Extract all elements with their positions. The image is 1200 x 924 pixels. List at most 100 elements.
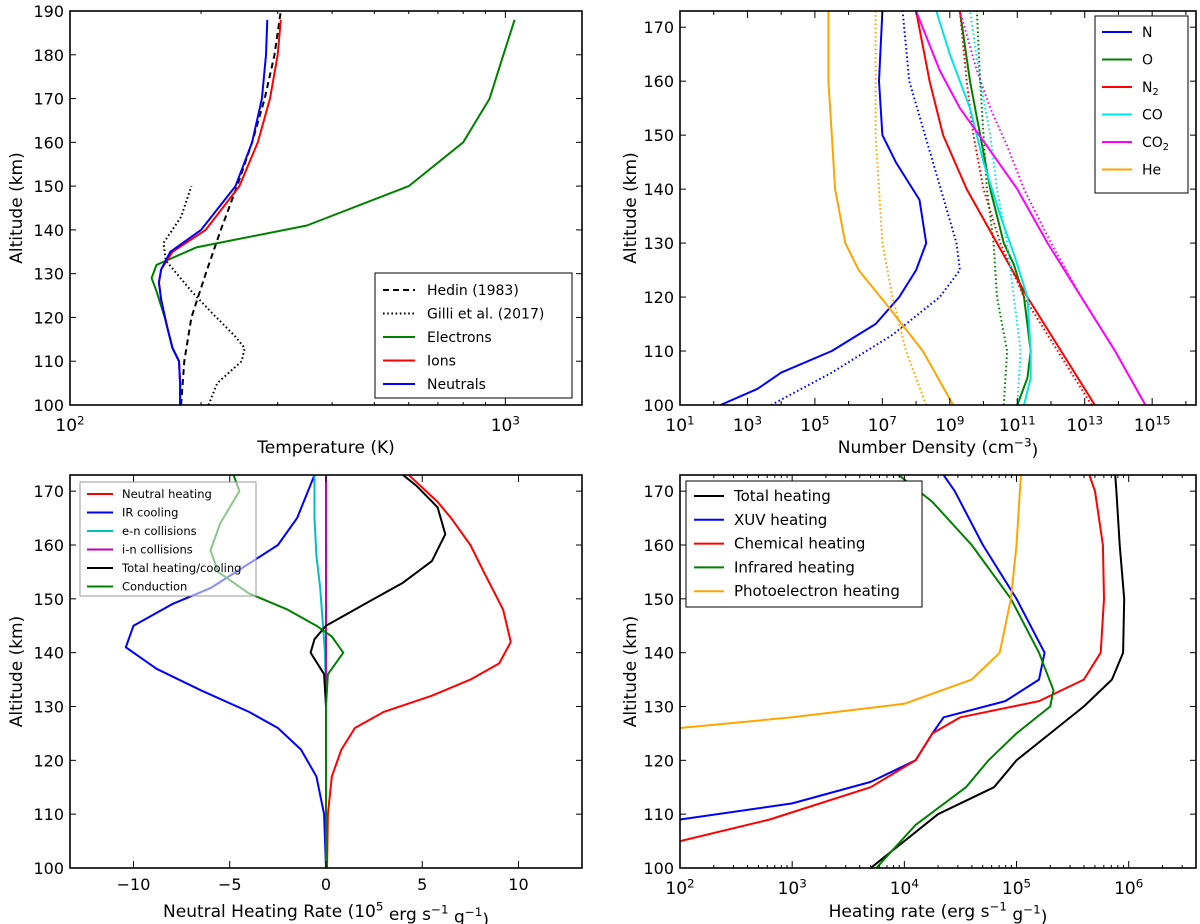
x-tick-label: 105 bbox=[800, 413, 829, 436]
y-tick-label: 180 bbox=[33, 46, 64, 65]
y-tick-label: 110 bbox=[33, 805, 64, 824]
series-line bbox=[958, 11, 1147, 405]
y-tick-label: 140 bbox=[643, 644, 674, 663]
x-tick-label: 1013 bbox=[1066, 413, 1103, 436]
x-tick-label: 101 bbox=[665, 413, 694, 436]
y-tick-label: 190 bbox=[33, 2, 64, 21]
y-axis-label: Altitude (km) bbox=[621, 152, 641, 264]
series-line bbox=[680, 475, 1046, 821]
series-line bbox=[915, 11, 1096, 405]
series-line bbox=[958, 11, 1093, 405]
y-tick-label: 120 bbox=[643, 751, 674, 770]
legend-label: Neutral heating bbox=[122, 487, 212, 501]
y-tick-label: 140 bbox=[33, 644, 64, 663]
y-tick-label: 160 bbox=[33, 133, 64, 152]
legend-label: Photoelectron heating bbox=[734, 582, 900, 600]
series-group bbox=[680, 475, 1126, 868]
y-tick-label: 120 bbox=[33, 751, 64, 770]
legend-label: XUV heating bbox=[734, 511, 827, 529]
legend-label: CO2 bbox=[1142, 135, 1169, 153]
legend-label: He bbox=[1142, 163, 1161, 179]
y-tick-label: 160 bbox=[33, 536, 64, 555]
series-line bbox=[157, 19, 269, 405]
series-line bbox=[975, 11, 1009, 405]
x-tick-label: 105 bbox=[1002, 876, 1031, 899]
y-tick-label: 170 bbox=[643, 482, 674, 501]
y-tick-label: 150 bbox=[33, 177, 64, 196]
y-tick-label: 150 bbox=[643, 126, 674, 145]
y-tick-label: 150 bbox=[643, 590, 674, 609]
y-tick-label: 120 bbox=[643, 288, 674, 307]
x-tick-label: 103 bbox=[733, 413, 762, 436]
series-line bbox=[180, 11, 282, 405]
y-tick-label: 100 bbox=[33, 859, 64, 878]
legend-label: Ions bbox=[427, 354, 456, 370]
series-line bbox=[124, 475, 327, 868]
series-line bbox=[680, 475, 1022, 729]
y-tick-label: 130 bbox=[33, 697, 64, 716]
legend-label: Total heating bbox=[733, 487, 831, 505]
x-tick-label: −10 bbox=[117, 875, 151, 894]
y-tick-label: 160 bbox=[643, 536, 674, 555]
series-line bbox=[157, 19, 282, 405]
legend-label: Electrons bbox=[427, 330, 492, 346]
legend-frame bbox=[1094, 15, 1189, 194]
legend-label: CO bbox=[1142, 108, 1163, 124]
legend-label: e-n collisions bbox=[122, 524, 197, 538]
series-line bbox=[969, 11, 1022, 405]
y-tick-label: 130 bbox=[33, 265, 64, 284]
y-tick-label: 160 bbox=[643, 72, 674, 91]
y-tick-label: 100 bbox=[643, 396, 674, 415]
y-axis-label: Altitude (km) bbox=[7, 152, 27, 264]
x-axis-label: Heating rate (erg s−1 g−1) bbox=[829, 899, 1048, 924]
y-tick-label: 140 bbox=[643, 180, 674, 199]
x-tick-label: 103 bbox=[778, 876, 807, 899]
legend-label: i-n collisions bbox=[122, 543, 193, 557]
x-tick-label: −5 bbox=[218, 875, 242, 894]
y-tick-label: 130 bbox=[643, 697, 674, 716]
y-tick-label: 100 bbox=[33, 396, 64, 415]
legend-label: N2 bbox=[1142, 80, 1159, 98]
x-tick-label: 102 bbox=[55, 413, 84, 436]
legend-label: O bbox=[1142, 53, 1153, 69]
legend-frame bbox=[374, 272, 573, 399]
x-tick-label: 107 bbox=[868, 413, 897, 436]
y-tick-label: 140 bbox=[33, 221, 64, 240]
legend-label: Neutrals bbox=[427, 377, 486, 393]
x-axis-label: Number Density (cm−3) bbox=[838, 435, 1038, 460]
series-line bbox=[326, 475, 512, 868]
y-axis-label: Altitude (km) bbox=[7, 616, 27, 728]
x-tick-label: 10 bbox=[508, 875, 528, 894]
y-tick-label: 110 bbox=[643, 805, 674, 824]
plot-frame bbox=[679, 10, 1197, 406]
x-tick-label: 0 bbox=[321, 875, 331, 894]
series-group bbox=[720, 11, 1147, 405]
chart-number-density: 101 103 105 107 109 1011 1013 1015 100 110 120 130 1… bbox=[621, 10, 1197, 461]
legend-label: IR cooling bbox=[122, 506, 178, 520]
x-axis-label: Temperature (K) bbox=[256, 438, 395, 458]
series-line bbox=[720, 11, 928, 405]
series-line bbox=[875, 475, 1055, 868]
y-axis-label: Altitude (km) bbox=[621, 616, 641, 728]
x-tick-label: 104 bbox=[890, 876, 919, 899]
series-line bbox=[162, 185, 246, 405]
x-tick-label: 1015 bbox=[1134, 413, 1171, 436]
x-axis-label: Neutral Heating Rate (105 erg s−1 g−1) bbox=[163, 899, 489, 924]
series-line bbox=[680, 475, 1105, 843]
chart-temperature: 102 103 100 110 120 130 140 150 160 170 180 190 Temp… bbox=[7, 2, 583, 458]
legend-label: Infrared heating bbox=[734, 558, 855, 576]
legend-frame bbox=[685, 480, 923, 608]
y-tick-label: 100 bbox=[643, 859, 674, 878]
series-line bbox=[870, 475, 1126, 868]
series-line bbox=[915, 11, 1147, 405]
y-tick-label: 170 bbox=[33, 482, 64, 501]
x-tick-label: 5 bbox=[417, 875, 427, 894]
legend-frame bbox=[79, 481, 257, 597]
legend-label: Total heating/cooling bbox=[121, 561, 241, 575]
legend-label: Hedin (1983) bbox=[427, 283, 519, 299]
series-line bbox=[935, 11, 1032, 405]
plot-frame bbox=[69, 10, 583, 406]
y-tick-label: 110 bbox=[33, 352, 64, 371]
x-tick-label: 1011 bbox=[999, 413, 1036, 436]
